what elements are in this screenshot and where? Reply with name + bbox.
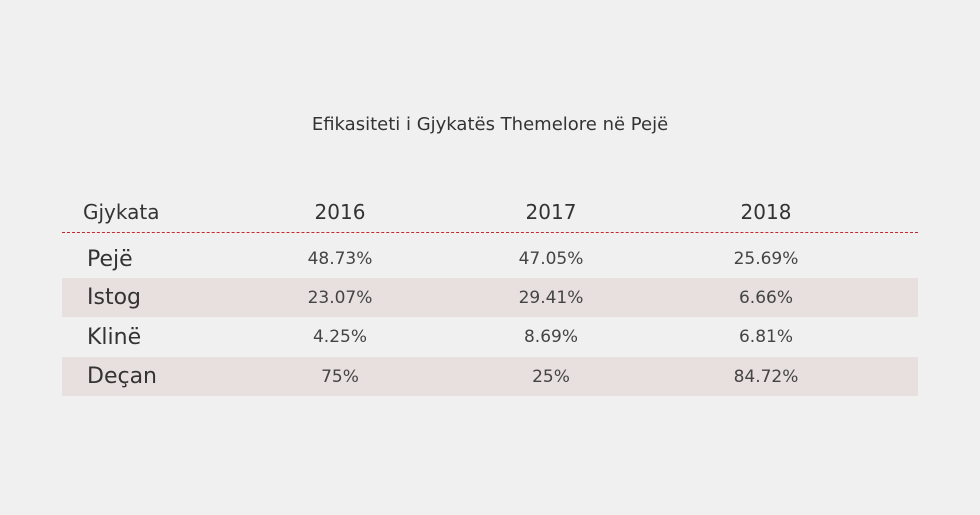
title: Efikasiteti i Gjykatës Themelore në Pejë xyxy=(311,114,669,135)
court-name: Istog xyxy=(87,285,142,310)
court-name: Klinë xyxy=(87,324,142,350)
value-cell: 25% xyxy=(532,366,570,387)
court-name: Pejë xyxy=(87,246,133,272)
court-name: Deçan xyxy=(87,364,157,389)
value-cell: 6.66% xyxy=(738,287,793,308)
header-cell: 2016 xyxy=(314,200,366,224)
table-row: Istog 23.07% 29.41% 6.66% xyxy=(62,278,918,317)
value-cell: 29.41% xyxy=(518,287,584,308)
header-cell: 2017 xyxy=(525,200,577,224)
header-rule xyxy=(62,232,918,233)
table-row: Klinë 4.25% 8.69% 6.81% xyxy=(62,317,918,357)
value-cell: 75% xyxy=(321,366,359,387)
table-row: Deçan 75% 25% 84.72% xyxy=(62,357,918,396)
header-cell: 2018 xyxy=(740,200,792,224)
header-row: Gjykata 2016 2017 2018 xyxy=(62,192,918,232)
value-cell: 84.72% xyxy=(733,366,799,387)
value-cell: 47.05% xyxy=(518,249,584,269)
value-cell: 23.07% xyxy=(307,287,373,308)
value-cell: 25.69% xyxy=(733,249,799,269)
value-cell: 48.73% xyxy=(307,249,373,269)
header-cell: Gjykata xyxy=(83,200,160,224)
value-cell: 6.81% xyxy=(738,327,793,347)
value-cell: 8.69% xyxy=(523,327,578,347)
table-row: Pejë 48.73% 47.05% 25.69% xyxy=(62,240,918,278)
value-cell: 4.25% xyxy=(312,327,367,347)
